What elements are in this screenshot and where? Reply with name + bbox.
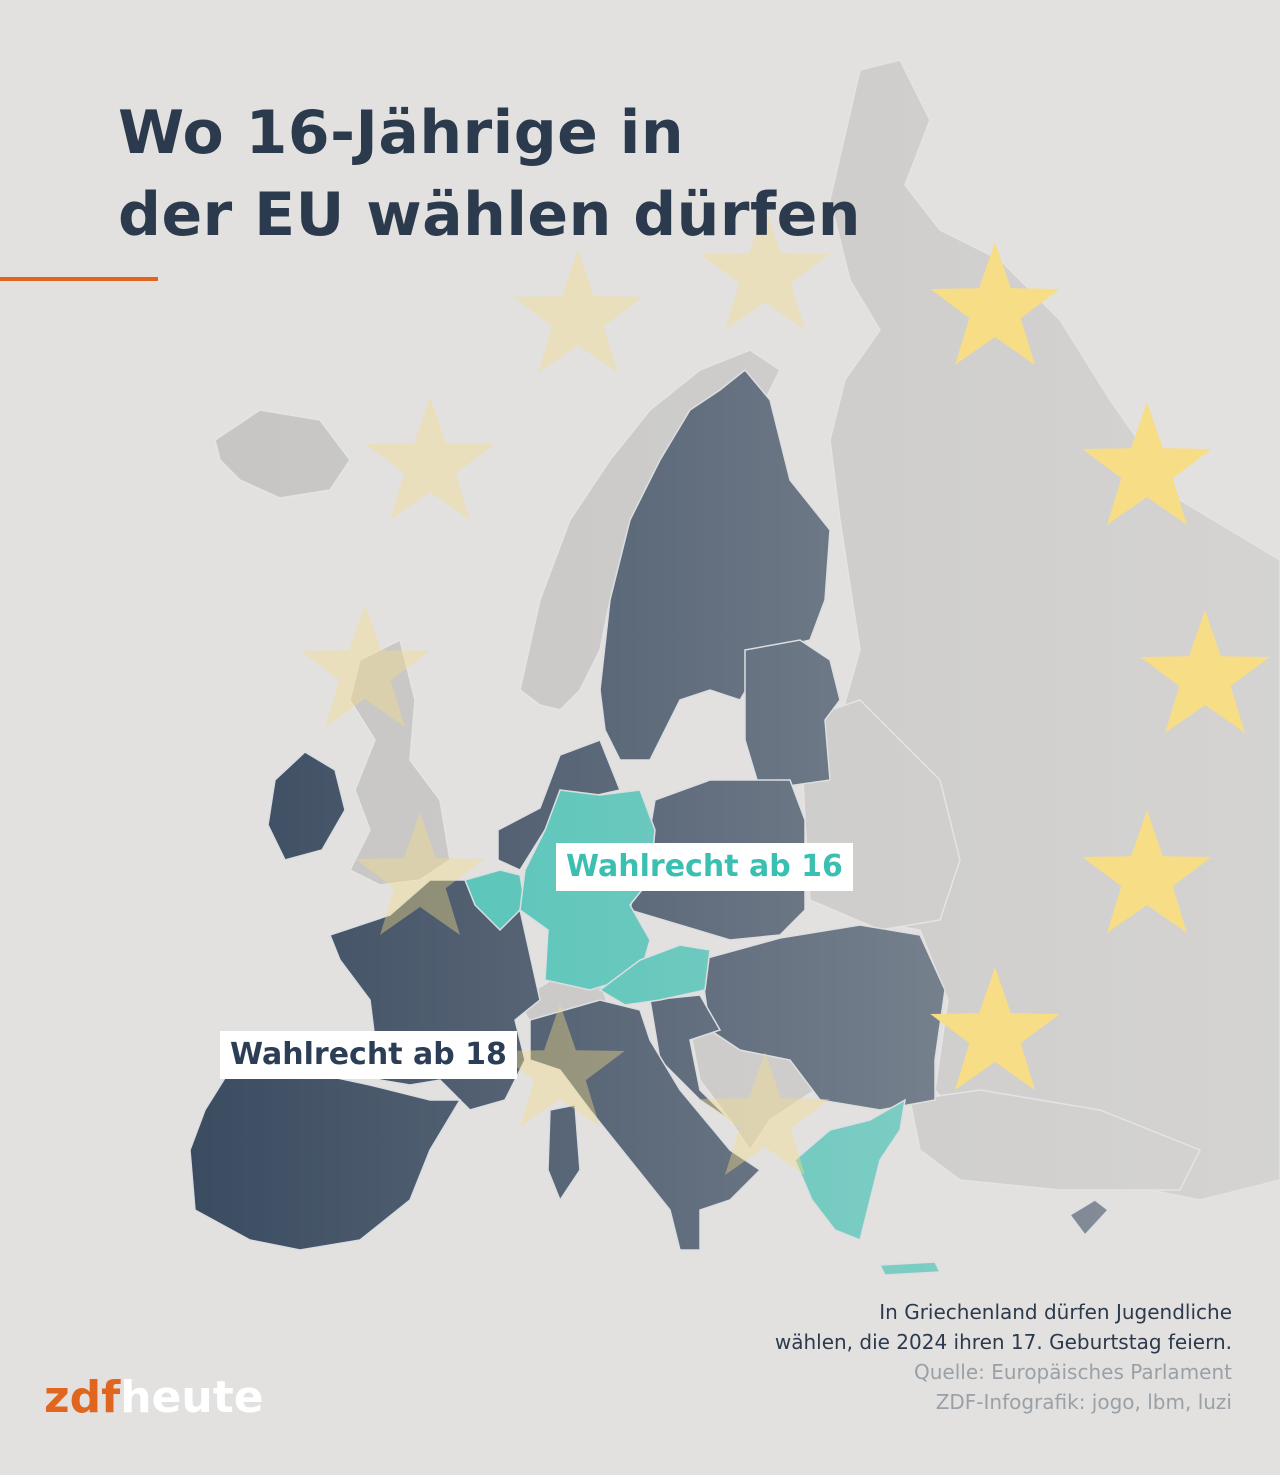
zdfheute-logo: zdfheute xyxy=(44,1372,264,1423)
eu-star-icon xyxy=(513,250,643,373)
eu-star-icon xyxy=(300,604,430,727)
graphic-credit: ZDF-Infografik: jogo, lbm, luzi xyxy=(935,1390,1232,1414)
eu-star-icon xyxy=(1082,402,1212,525)
label-age-16: Wahlrecht ab 16 xyxy=(556,843,853,891)
accent-line xyxy=(0,277,158,281)
eu-star-icon xyxy=(930,242,1060,365)
title-line-1: Wo 16-Jährige in xyxy=(118,98,685,168)
eu-star-icon xyxy=(930,967,1060,1090)
source-credit: Quelle: Europäisches Parlament xyxy=(913,1360,1232,1384)
eu-star-ring xyxy=(300,207,1270,1175)
footnote: In Griechenland dürfen Jugendliche wähle… xyxy=(775,1297,1232,1417)
logo-zdf: zdf xyxy=(44,1372,121,1423)
eu-star-icon xyxy=(495,1004,625,1127)
eu-star-icon xyxy=(365,397,495,520)
footnote-line-2: wählen, die 2024 ihren 17. Geburtstag fe… xyxy=(774,1330,1232,1354)
logo-heute: heute xyxy=(120,1372,264,1423)
label-age-18: Wahlrecht ab 18 xyxy=(220,1031,517,1079)
eu-star-icon xyxy=(1140,610,1270,733)
title-line-2: der EU wählen dürfen xyxy=(118,180,861,250)
eu-star-icon xyxy=(1082,810,1212,933)
eu-star-icon xyxy=(700,207,830,330)
footnote-line-1: In Griechenland dürfen Jugendliche xyxy=(879,1300,1232,1324)
eu-star-icon xyxy=(700,1052,830,1175)
page-title: Wo 16-Jährige in der EU wählen dürfen xyxy=(118,92,861,256)
eu-star-icon xyxy=(355,812,485,935)
